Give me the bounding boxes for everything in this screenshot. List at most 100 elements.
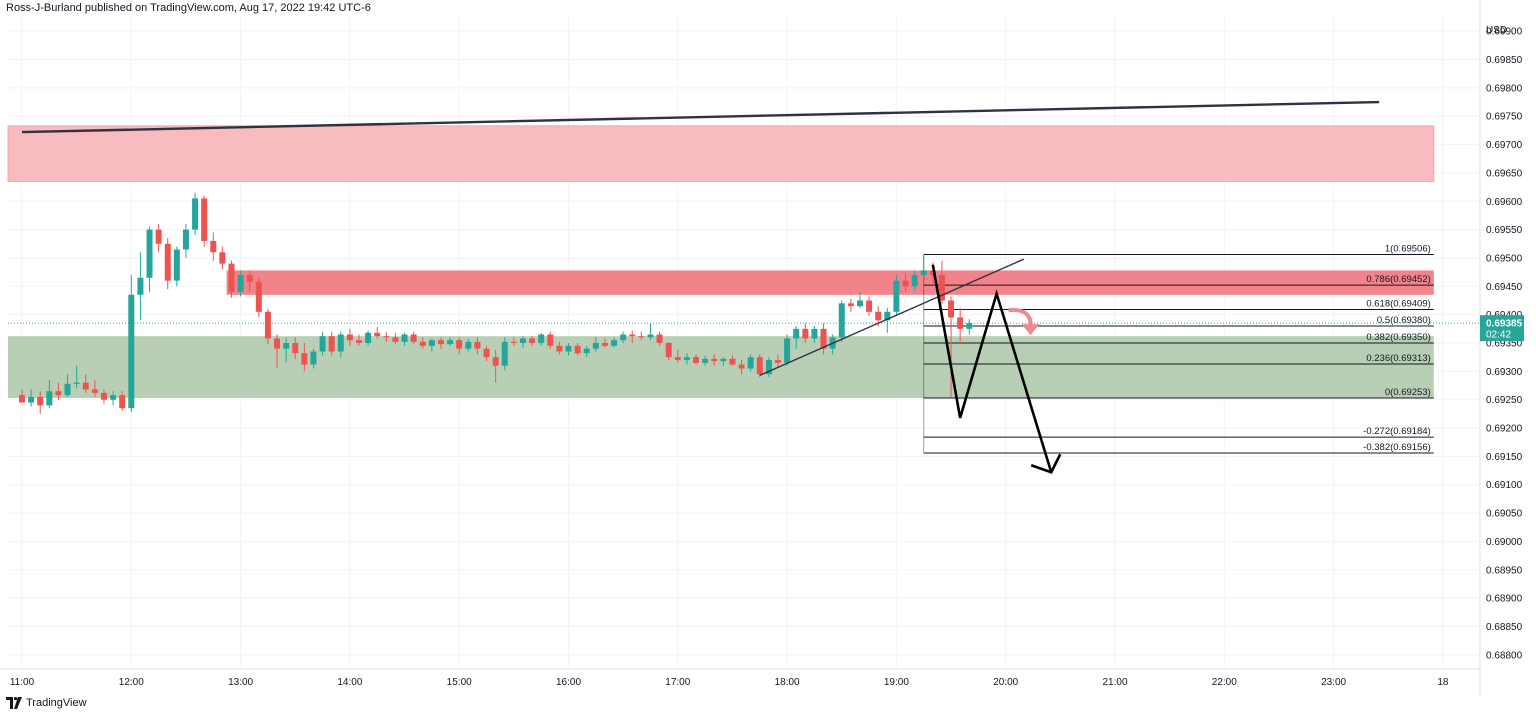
zones — [7, 125, 1435, 398]
y-tick-label: 0.69350 — [1486, 339, 1523, 350]
candle-body — [337, 334, 344, 352]
y-tick-label: 0.69500 — [1486, 253, 1523, 264]
candle-body — [19, 395, 25, 403]
fib-level-label: 0.382(0.69350) — [1366, 332, 1430, 343]
fib-level-label: 0.5(0.69380) — [1377, 315, 1431, 326]
candle-body — [301, 353, 308, 365]
candle-body — [765, 360, 772, 375]
candle-body — [847, 303, 854, 307]
y-tick-label: 0.69250 — [1486, 395, 1523, 406]
candle-body — [875, 311, 882, 321]
projection-arrowhead — [1030, 453, 1062, 474]
currency-label: USD — [1486, 25, 1507, 36]
x-tick-label: 16:00 — [556, 677, 581, 688]
candle-body — [292, 343, 299, 354]
y-tick-label: 0.69850 — [1486, 55, 1523, 66]
x-tick-label: 17:00 — [665, 677, 690, 688]
candle-body — [565, 345, 572, 352]
candle-body — [538, 334, 545, 343]
candle-body — [957, 317, 964, 329]
candle-body — [383, 336, 390, 338]
x-tick-label: 15:00 — [447, 677, 472, 688]
fib-level-label: -0.272(0.69184) — [1363, 426, 1431, 437]
candle-body — [884, 311, 891, 321]
y-tick-label: 0.69300 — [1486, 367, 1523, 378]
candle-body — [155, 229, 162, 244]
candle-body — [73, 382, 80, 384]
candle-body — [237, 274, 244, 292]
y-tick-label: 0.69900 — [1486, 27, 1523, 38]
candle-body — [747, 357, 754, 369]
candle-body — [756, 357, 763, 375]
candlesticks — [19, 192, 973, 414]
price-chart[interactable]: 1(0.69506)0.786(0.69452)0.618(0.69409)0.… — [0, 0, 1536, 697]
footer-brand: TradingView — [26, 697, 87, 709]
x-tick-label: 13:00 — [228, 677, 253, 688]
candle-body — [173, 249, 180, 281]
candle-body — [428, 340, 435, 346]
candle-body — [46, 391, 53, 406]
candle-body — [638, 336, 645, 338]
candle-body — [729, 358, 736, 365]
candle-body — [219, 252, 226, 264]
candle-body — [529, 338, 536, 343]
candle-body — [465, 341, 472, 349]
candle-body — [866, 300, 873, 312]
candle-body — [146, 229, 153, 278]
candle-body — [501, 341, 508, 366]
candle-body — [893, 280, 900, 312]
candle-body — [64, 383, 71, 396]
candle-body — [574, 345, 581, 354]
candle-body — [82, 382, 89, 390]
footer: TradingView — [6, 697, 87, 709]
last-price-tag — [1480, 315, 1524, 342]
candle-body — [601, 343, 608, 346]
candle-body — [629, 334, 636, 337]
candle-body — [228, 263, 235, 292]
candle-body — [738, 364, 745, 369]
y-tick-label: 0.68850 — [1486, 622, 1523, 633]
candle-body — [966, 323, 973, 329]
candle-body — [328, 336, 335, 352]
candle-body — [246, 274, 253, 282]
y-tick-label: 0.68900 — [1486, 594, 1523, 605]
candle-body — [920, 270, 927, 275]
publisher-header: Ross-J-Burland published on TradingView.… — [6, 2, 371, 14]
candle-body — [128, 294, 135, 409]
y-tick-label: 0.69050 — [1486, 509, 1523, 520]
candle-body — [346, 334, 353, 341]
candle-body — [647, 334, 654, 338]
last-price-value: 0.69385 — [1486, 319, 1523, 330]
candle-body — [820, 328, 827, 349]
x-tick-label: 22:00 — [1212, 677, 1237, 688]
candle-body — [419, 341, 426, 346]
candle-body — [255, 281, 262, 312]
candle-body — [693, 357, 700, 363]
candle-body — [802, 328, 809, 339]
candle-body — [938, 274, 945, 301]
fibonacci-retracement: 1(0.69506) 0.786(0.69452) 0.618(0.69409) 0.… — [923, 244, 1434, 454]
candle-body — [401, 334, 408, 342]
x-tick-label: 18:00 — [775, 677, 800, 688]
y-tick-label: 0.69200 — [1486, 424, 1523, 435]
candle-body — [547, 334, 554, 346]
candle-body — [91, 389, 98, 393]
candle-body — [356, 340, 363, 343]
candle-body — [665, 343, 672, 358]
zone-mid — [226, 270, 1434, 295]
candle-body — [856, 300, 863, 307]
candle-body — [702, 358, 709, 363]
fib-level-label: 0.618(0.69409) — [1366, 299, 1430, 310]
y-tick-label: 0.69100 — [1486, 480, 1523, 491]
fib-level-label: 1(0.69506) — [1385, 244, 1431, 255]
candle-body — [447, 340, 454, 345]
candle-body — [310, 351, 317, 365]
candle-body — [437, 340, 444, 345]
x-tick-label: 19:00 — [884, 677, 909, 688]
candle-body — [374, 332, 381, 337]
candle-body — [137, 277, 144, 295]
candle-body — [264, 311, 271, 339]
zone-resistance — [7, 125, 1435, 182]
candle-body — [37, 396, 44, 406]
candle-body — [592, 343, 599, 349]
